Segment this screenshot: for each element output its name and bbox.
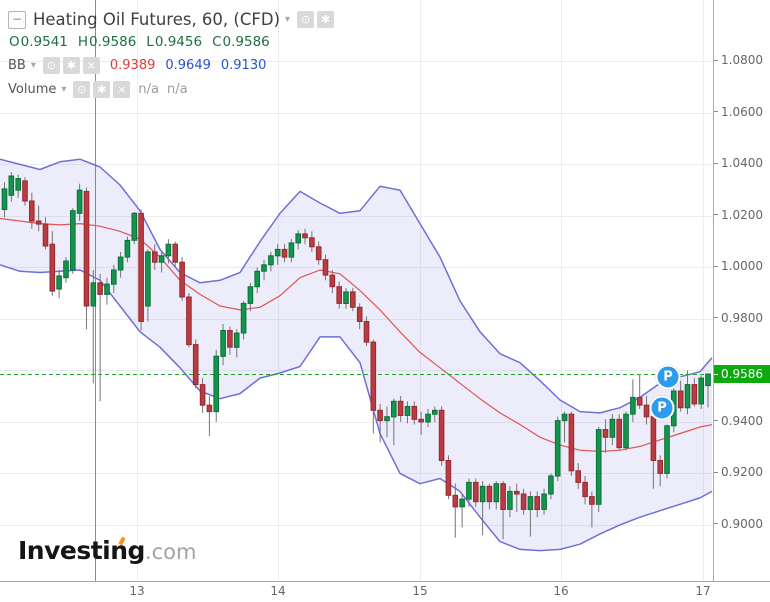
candlestick-plot[interactable] — [0, 0, 713, 581]
indicator-label: Volume — [8, 82, 57, 97]
chevron-down-icon[interactable]: ▾ — [30, 60, 36, 71]
price-axis-label: 0.9000 — [714, 517, 770, 531]
visibility-icon[interactable]: ⊙ — [297, 11, 315, 28]
time-axis-label: 13 — [129, 584, 145, 598]
collapse-icon[interactable]: − — [8, 10, 26, 29]
candlesticks — [1, 172, 711, 540]
price-axis-label: 0.9200 — [714, 465, 770, 479]
indicator-row-bb: BB ▾ ⊙ ✱ × 0.9389 0.9649 0.9130 — [8, 57, 334, 74]
logo-text: Investing — [18, 536, 145, 565]
price-axis-label: 1.0400 — [714, 156, 770, 170]
chevron-down-icon[interactable]: ▾ — [61, 84, 67, 95]
bb-middle-value: 0.9389 — [109, 58, 156, 73]
axis-border-horizontal — [0, 581, 770, 582]
position-marker-badge[interactable]: P — [649, 395, 675, 421]
investing-logo: Investing.com — [18, 536, 196, 565]
price-axis-label: 0.9800 — [714, 311, 770, 325]
volume-value: n/a — [166, 82, 188, 97]
gear-icon[interactable]: ✱ — [93, 81, 111, 98]
volume-value: n/a — [138, 82, 159, 97]
bollinger-band-area — [0, 159, 712, 551]
low-value: L0.9456 — [146, 34, 203, 50]
price-axis-label: 1.0000 — [714, 259, 770, 273]
price-axis-label: 0.9400 — [714, 414, 770, 428]
time-axis[interactable]: 13 14 15 16 17 — [0, 582, 770, 602]
indicator-row-volume: Volume ▾ ⊙ ✱ × n/a n/a — [8, 81, 334, 98]
title-row: − Heating Oil Futures, 60, (CFD) ▾ ⊙ ✱ — [8, 10, 335, 29]
visibility-icon[interactable]: ⊙ — [42, 57, 60, 74]
indicator-label: BB — [8, 58, 26, 73]
time-axis-label: 16 — [553, 584, 569, 598]
close-value: C0.9586 — [212, 34, 270, 50]
chart-title: Heating Oil Futures, 60, (CFD) — [33, 10, 281, 29]
gridlines — [0, 0, 713, 581]
legend: − Heating Oil Futures, 60, (CFD) ▾ ⊙ ✱ O… — [8, 10, 335, 105]
bb-lower-value: 0.9130 — [220, 58, 267, 73]
position-marker-badge[interactable]: P — [655, 364, 681, 390]
tick-mark — [714, 373, 718, 375]
time-axis-label: 14 — [270, 584, 286, 598]
time-axis-label: 15 — [412, 584, 428, 598]
ohlc-row: O0.9541 H0.9586 L0.9456 C0.9586 — [9, 34, 334, 50]
logo-suffix: .com — [144, 540, 197, 564]
price-axis[interactable]: 0.9586 1.0800 1.0600 1.0400 1.0200 1.0000 0.9… — [714, 0, 770, 581]
price-axis-label: 1.0800 — [714, 53, 770, 67]
price-axis-label: 1.0600 — [714, 105, 770, 119]
gear-icon[interactable]: ✱ — [317, 11, 335, 28]
current-price-tag: 0.9586 — [714, 365, 770, 383]
bollinger-lower-line — [0, 264, 713, 552]
high-value: H0.9586 — [77, 34, 137, 50]
bollinger-upper-line — [0, 158, 713, 414]
bb-upper-value: 0.9649 — [165, 58, 211, 73]
visibility-icon[interactable]: ⊙ — [73, 81, 91, 98]
chevron-down-icon[interactable]: ▾ — [285, 14, 291, 25]
time-axis-label: 17 — [695, 584, 711, 598]
gear-icon[interactable]: ✱ — [62, 57, 80, 74]
price-axis-label: 1.0200 — [714, 208, 770, 222]
open-value: O0.9541 — [9, 34, 68, 50]
close-icon[interactable]: × — [82, 57, 100, 74]
axis-border-vertical — [713, 0, 714, 582]
close-icon[interactable]: × — [113, 81, 131, 98]
current-price-value: 0.9586 — [721, 367, 763, 381]
